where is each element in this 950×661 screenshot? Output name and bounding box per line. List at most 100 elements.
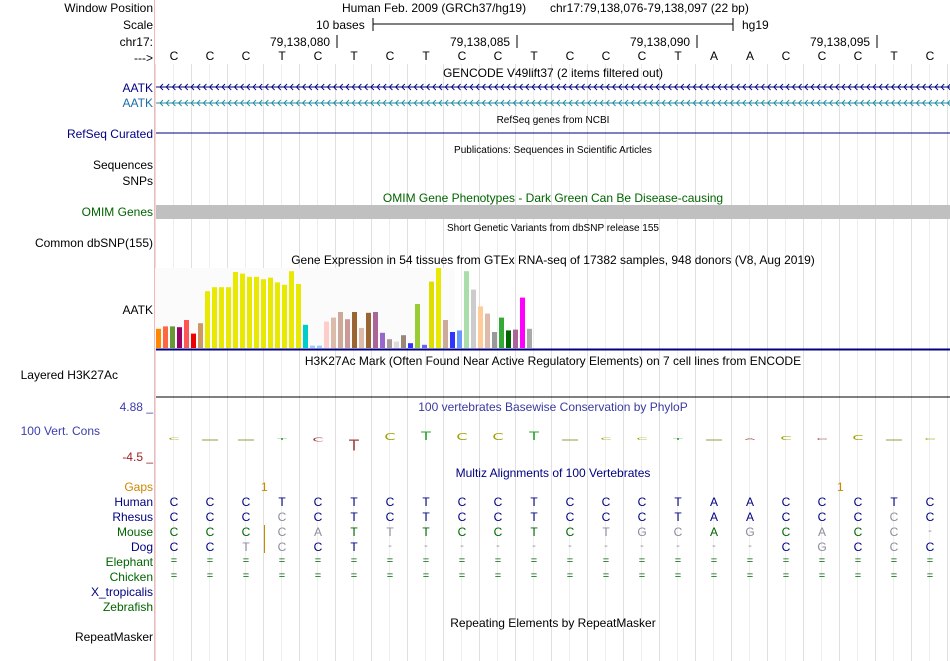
alignment-base: C: [853, 510, 863, 524]
gtex-bar: [205, 291, 210, 348]
gtex-bar: [170, 326, 175, 348]
strand-arrow-icon: [587, 99, 592, 107]
alignment-base: =: [818, 570, 826, 582]
strand-arrow-icon: [246, 83, 251, 91]
strand-arrow-icon: [928, 83, 933, 91]
gtex-bar: [198, 323, 203, 348]
gencode-aatk-label-2[interactable]: AATK: [122, 96, 153, 110]
species-label[interactable]: Rhesus: [112, 510, 153, 524]
strand-arrow-icon: [692, 99, 697, 107]
strand-arrow-icon: [556, 99, 561, 107]
alignment-base: C: [889, 510, 899, 524]
common-dbsnp-label[interactable]: Common dbSNP(155): [34, 236, 153, 250]
alignment-base: C: [673, 525, 683, 539]
strand-arrow-icon: [940, 83, 945, 91]
strand-arrow-icon: [394, 83, 399, 91]
strand-arrow-icon: [704, 83, 709, 91]
strand-arrow-icon: [946, 83, 950, 91]
strand-arrow-icon: [773, 99, 778, 107]
strand-arrow-icon: [208, 99, 213, 107]
gtex-bar: [429, 281, 434, 348]
strand-arrow-icon: [636, 83, 641, 91]
gap-mark: 1: [261, 480, 268, 494]
strand-arrow-icon: [376, 99, 381, 107]
strand-arrow-icon: [729, 99, 734, 107]
sequence-base: C: [169, 49, 179, 63]
gtex-bar: [212, 287, 217, 348]
phylop-glyph: C: [492, 432, 503, 443]
gtex-bar: [380, 332, 385, 348]
strand-arrow-icon: [215, 99, 220, 107]
alignment-base: C: [853, 525, 863, 539]
cons-track-label[interactable]: 100 Vert. Cons: [20, 424, 100, 438]
species-label[interactable]: Human: [114, 495, 153, 509]
strand-arrow-icon: [432, 99, 437, 107]
tick-label: 79,138,080: [270, 35, 331, 49]
alignment-base: =: [638, 555, 646, 567]
strand-arrow-icon: [847, 83, 852, 91]
strand-arrow-icon: [673, 99, 678, 107]
strand-arrow-icon: [469, 83, 474, 91]
species-label[interactable]: Zebrafish: [102, 600, 153, 614]
strand-arrow-icon: [159, 99, 164, 107]
strand-arrow-icon: [822, 99, 827, 107]
species-label[interactable]: X_tropicalis: [90, 585, 153, 599]
alignment-base: G: [817, 540, 827, 554]
strand-arrow-icon: [270, 99, 275, 107]
strand-arrow-icon: [475, 99, 480, 107]
gencode-aatk-label-1[interactable]: AATK: [122, 81, 153, 95]
phylop-glyph: C: [852, 433, 864, 442]
strand-arrow-icon: [667, 83, 672, 91]
species-label[interactable]: Dog: [130, 540, 153, 554]
strand-arrow-icon: [636, 99, 641, 107]
omim-genes-label[interactable]: OMIM Genes: [81, 205, 153, 219]
strand-arrow-icon: [859, 83, 864, 91]
strand-arrow-icon: [407, 83, 412, 91]
sequences-label[interactable]: Sequences: [92, 158, 153, 172]
alignment-base: C: [205, 525, 215, 539]
strand-arrow-icon: [562, 83, 567, 91]
species-label[interactable]: Elephant: [105, 555, 153, 569]
strand-arrow-icon: [797, 83, 802, 91]
strand-arrow-icon: [388, 83, 393, 91]
alignment-base: =: [314, 555, 322, 567]
species-label[interactable]: Mouse: [116, 525, 153, 539]
strand-arrow-icon: [332, 83, 337, 91]
alignment-base: =: [386, 570, 394, 582]
gtex-bar: [247, 276, 252, 348]
alignment-base: A: [709, 495, 718, 509]
strand-label: --->: [134, 51, 153, 65]
repeatmasker-label[interactable]: RepeatMasker: [74, 630, 153, 644]
alignment-base: C: [925, 540, 935, 554]
alignment-base: C: [817, 495, 827, 509]
alignment-base: T: [422, 510, 430, 524]
species-label[interactable]: Chicken: [109, 570, 153, 584]
sequence-base: C: [817, 49, 827, 63]
strand-arrow-icon: [326, 99, 331, 107]
gtex-gene-label[interactable]: AATK: [122, 303, 153, 317]
strand-arrow-icon: [599, 99, 604, 107]
strand-arrow-icon: [692, 83, 697, 91]
sequence-base: C: [457, 49, 467, 63]
snps-label[interactable]: SNPs: [122, 174, 153, 188]
alignment-base: =: [206, 555, 214, 567]
gtex-bar: [422, 344, 427, 348]
alignment-base: =: [926, 570, 934, 582]
strand-arrow-icon: [661, 99, 666, 107]
strand-arrow-icon: [463, 99, 468, 107]
alignment-base: A: [745, 510, 754, 524]
alignment-base: C: [241, 510, 251, 524]
alignment-base: C: [853, 540, 863, 554]
refseq-label[interactable]: RefSeq Curated: [66, 127, 153, 141]
strand-arrow-icon: [202, 99, 207, 107]
alignment-base: C: [169, 510, 179, 524]
alignment-base: -: [496, 540, 500, 552]
strand-arrow-icon: [227, 83, 232, 91]
phylop-glyph: C: [600, 436, 611, 440]
alignment-base: A: [313, 525, 322, 539]
h3k27ac-label[interactable]: Layered H3K27Ac: [20, 368, 118, 382]
alignment-base: C: [313, 540, 323, 554]
alignment-base: C: [601, 510, 611, 524]
sequence-base: C: [781, 49, 791, 63]
